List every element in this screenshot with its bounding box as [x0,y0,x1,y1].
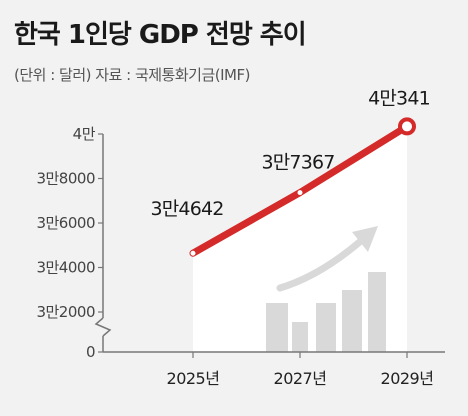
y-tick-label: 3만4000 [36,259,95,277]
decor-arrow-shaft [276,236,366,292]
chart-subtitle: (단위 : 달러) 자료 : 국제통화기금(IMF) [14,66,250,84]
data-point [297,190,303,196]
x-tick-label: 2025년 [167,369,220,388]
decor-arrow-head-icon [352,226,378,252]
x-tick-label: 2027년 [274,369,327,388]
data-label: 3만7367 [261,152,334,174]
decor-bar-3 [316,303,336,352]
decor-bar-5 [368,272,386,352]
y-tick-label: 4만 [73,125,96,143]
axis-break-icon [94,317,112,337]
data-point [190,250,196,256]
x-tick-label: 2029년 [381,369,434,388]
chart-title: 한국 1인당 GDP 전망 추이 [14,20,307,50]
data-label: 3만4642 [150,198,223,220]
data-label: 4만341 [368,87,430,109]
data-point [398,117,416,136]
y-tick-label: 3만8000 [36,170,95,188]
y-tick-label: 3만6000 [36,214,95,232]
decor-bar-1 [266,303,288,352]
y-tick-label: 0 [86,343,95,361]
y-tick-label: 3만2000 [36,303,95,321]
decor-bar-2 [292,322,308,352]
decor-bar-4 [342,290,362,352]
